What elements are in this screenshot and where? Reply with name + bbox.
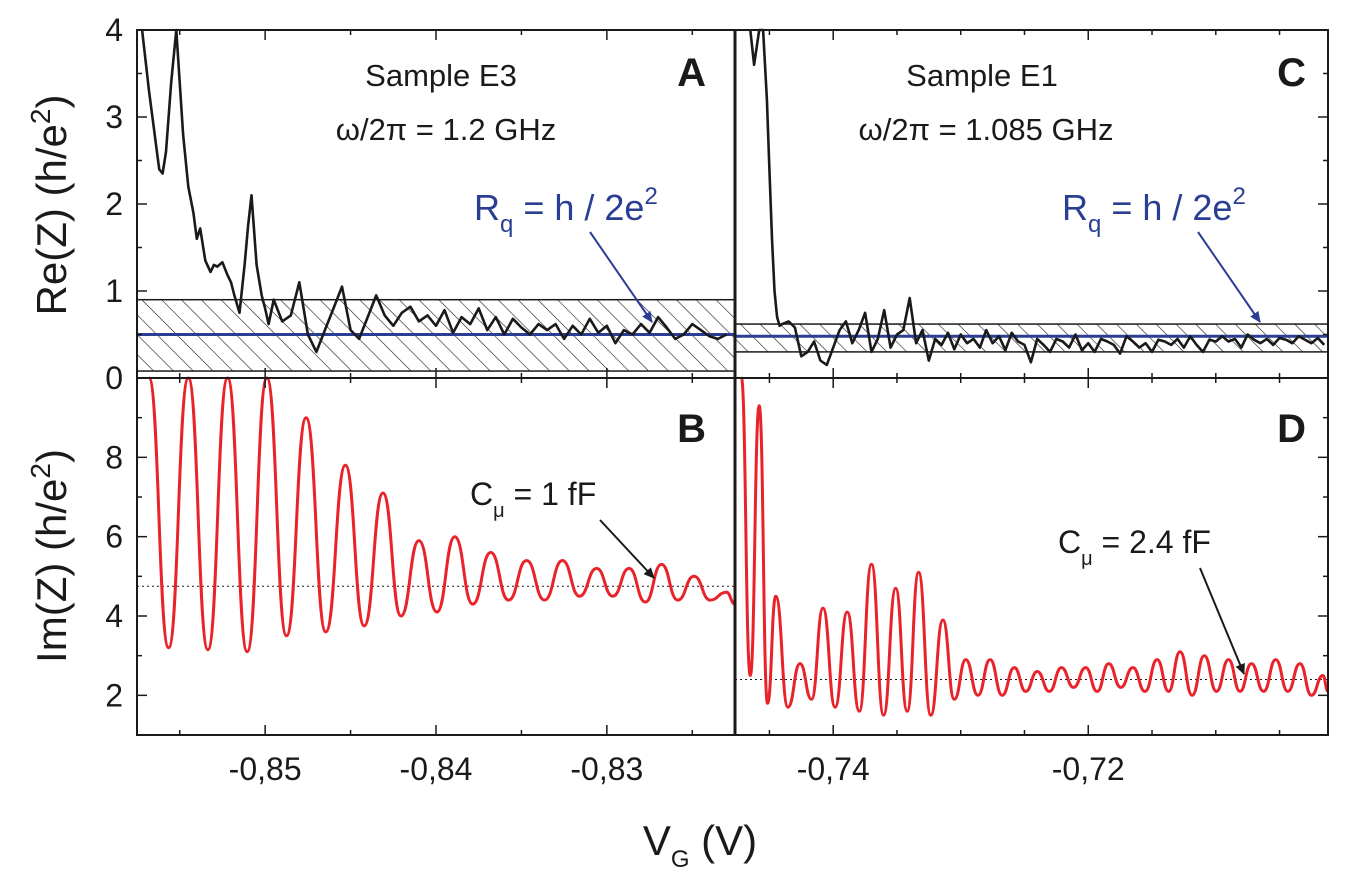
- panel-d-c-arrow: [1199, 567, 1245, 675]
- y-tick-label-bottom: 2: [105, 677, 123, 713]
- x-tick-label: -0,83: [570, 751, 643, 787]
- y-tick-label-top: 2: [105, 186, 123, 222]
- y-axis-label-top: Re(Z) (h/e2): [25, 95, 75, 316]
- y-tick-label-bottom: 4: [105, 598, 123, 634]
- panel-c-hatched-band: [734, 323, 1329, 353]
- y-tick-label-bottom: 8: [105, 439, 123, 475]
- panel-a-letter: A: [677, 51, 706, 95]
- outer-frame: [136, 29, 1329, 736]
- panel-b-letter: B: [677, 407, 706, 451]
- panel-c-letter: C: [1277, 51, 1306, 95]
- y-tick-label-top: 4: [105, 12, 123, 48]
- panel-a-rq-label: Rq = h / 2e2: [474, 183, 658, 238]
- y-tick-label-top: 0: [105, 360, 123, 396]
- panel-d-letter: D: [1277, 407, 1306, 451]
- x-tick-label: -0,84: [400, 751, 473, 787]
- panel-c-rq-arrow: [1197, 231, 1261, 323]
- x-tick-label: -0,72: [1052, 751, 1125, 787]
- panel-b: B Cμ = 1 fF: [137, 376, 736, 654]
- x-axis-label: VG (V): [643, 817, 757, 873]
- x-tick-label: -0,74: [797, 751, 870, 787]
- y-tick-label-bottom: 6: [105, 519, 123, 555]
- panel-a: Sample E3 ω/2π = 1.2 GHz A Rq = h / 2e2: [136, 28, 736, 372]
- axes-frames: [136, 29, 1329, 736]
- panel-b-c-label: Cμ = 1 fF: [470, 476, 596, 522]
- panel-c: Sample E1 ω/2π = 1.085 GHz C Rq = h / 2e…: [734, 28, 1329, 367]
- panel-d-im-line: [739, 376, 1330, 717]
- y-tick-label-top: 3: [105, 99, 123, 135]
- panel-c-subtitle: ω/2π = 1.085 GHz: [859, 112, 1114, 147]
- panel-b-c-arrow: [599, 519, 655, 579]
- panel-d-c-label: Cμ = 2.4 fF: [1058, 524, 1211, 570]
- panel-d: D Cμ = 2.4 fF: [735, 376, 1330, 717]
- panel-b-im-line: [147, 376, 736, 654]
- panel-a-re-line: [140, 28, 728, 354]
- y-tick-label-top: 1: [105, 273, 123, 309]
- y-axis-label-bottom: Im(Z) (h/e2): [25, 449, 75, 663]
- x-tick-label: -0,85: [229, 751, 302, 787]
- axis-ticks: 0 1 2 3 4 2 4 6 8 -0,85 -0,84 -0,83 -0,74 -0,72: [105, 12, 1328, 787]
- panel-c-re-line: [749, 28, 1326, 367]
- panel-a-rq-arrow: [589, 231, 653, 323]
- panel-a-subtitle: ω/2π = 1.2 GHz: [336, 112, 556, 147]
- panel-a-title: Sample E3: [365, 58, 517, 93]
- panel-c-title: Sample E1: [906, 58, 1058, 93]
- panel-c-rq-label: Rq = h / 2e2: [1062, 183, 1246, 238]
